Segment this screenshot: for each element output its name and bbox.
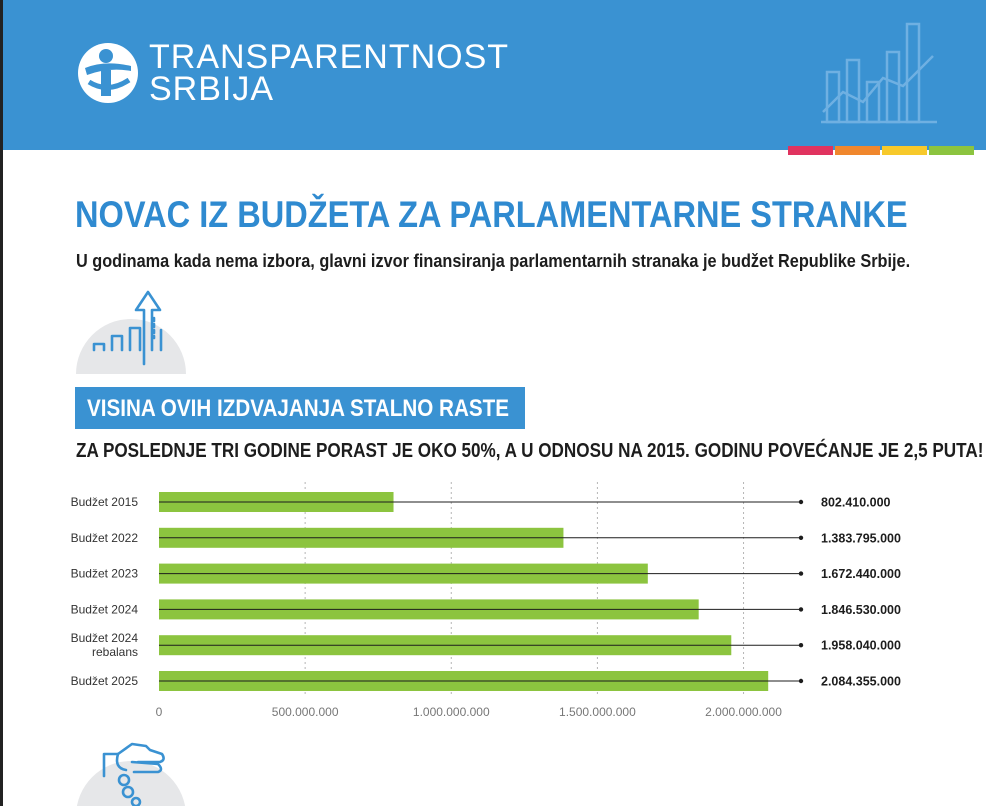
data-label: 1.958.040.000 bbox=[821, 639, 901, 653]
stripe-yellow bbox=[882, 146, 927, 155]
leader-dot bbox=[798, 571, 804, 576]
page-subtitle: U godinama kada nema izbora, glavni izvo… bbox=[76, 250, 911, 271]
data-label: 1.846.530.000 bbox=[821, 603, 901, 617]
category-label: Budžet 2024 bbox=[71, 602, 139, 616]
category-label: Budžet 2024 bbox=[71, 631, 139, 645]
data-label: 1.672.440.000 bbox=[821, 567, 901, 581]
page-title: NOVAC IZ BUDŽETA ZA PARLAMENTARNE STRANK… bbox=[75, 194, 908, 235]
leader-dot bbox=[798, 643, 804, 648]
x-tick-label: 1.500.000.000 bbox=[559, 705, 636, 719]
growth-chart-arrow-icon bbox=[76, 290, 186, 374]
x-tick-label: 2.000.000.000 bbox=[705, 705, 782, 719]
category-label: Budžet 2022 bbox=[71, 531, 139, 545]
organization-name-line2: SRBIJA bbox=[149, 70, 275, 108]
category-label: Budžet 2023 bbox=[71, 567, 139, 581]
leader-dot bbox=[798, 499, 804, 505]
stripe-pink bbox=[788, 146, 833, 155]
leader-dot bbox=[798, 678, 804, 684]
header-banner: TRANSPARENTNOST SRBIJA bbox=[3, 0, 986, 150]
x-tick-label: 0 bbox=[156, 705, 163, 719]
leader-dot bbox=[798, 607, 804, 612]
x-tick-label: 500.000.000 bbox=[272, 705, 339, 719]
transparency-logo-icon bbox=[78, 43, 138, 103]
page-edge bbox=[0, 0, 3, 806]
x-tick-label: 1.000.000.000 bbox=[413, 705, 490, 719]
category-label: Budžet 2025 bbox=[71, 674, 139, 688]
data-label: 2.084.355.000 bbox=[821, 675, 901, 689]
section-headline: ZA POSLEDNJE TRI GODINE PORAST JE OKO 50… bbox=[76, 439, 984, 462]
budget-bar-chart: 802.410.000 Budžet 2015 1.383.795.000 Budže… bbox=[71, 482, 901, 719]
stripe-orange bbox=[835, 146, 880, 155]
bar-line-chart-icon bbox=[821, 22, 937, 124]
organization-name-line1: TRANSPARENTNOST bbox=[149, 38, 510, 76]
data-label: 1.383.795.000 bbox=[821, 531, 901, 545]
category-label-line2: rebalans bbox=[92, 645, 138, 659]
leader-dot bbox=[798, 535, 804, 540]
section-heading-band: VISINA OVIH IZDVAJANJA STALNO RASTE bbox=[75, 387, 525, 429]
hand-coins-icon bbox=[76, 742, 186, 806]
section-heading: VISINA OVIH IZDVAJANJA STALNO RASTE bbox=[87, 395, 510, 422]
category-label: Budžet 2015 bbox=[71, 495, 139, 509]
organization-name: TRANSPARENTNOST SRBIJA bbox=[149, 38, 510, 108]
data-label: 802.410.000 bbox=[821, 496, 891, 510]
stripe-green bbox=[929, 146, 974, 155]
